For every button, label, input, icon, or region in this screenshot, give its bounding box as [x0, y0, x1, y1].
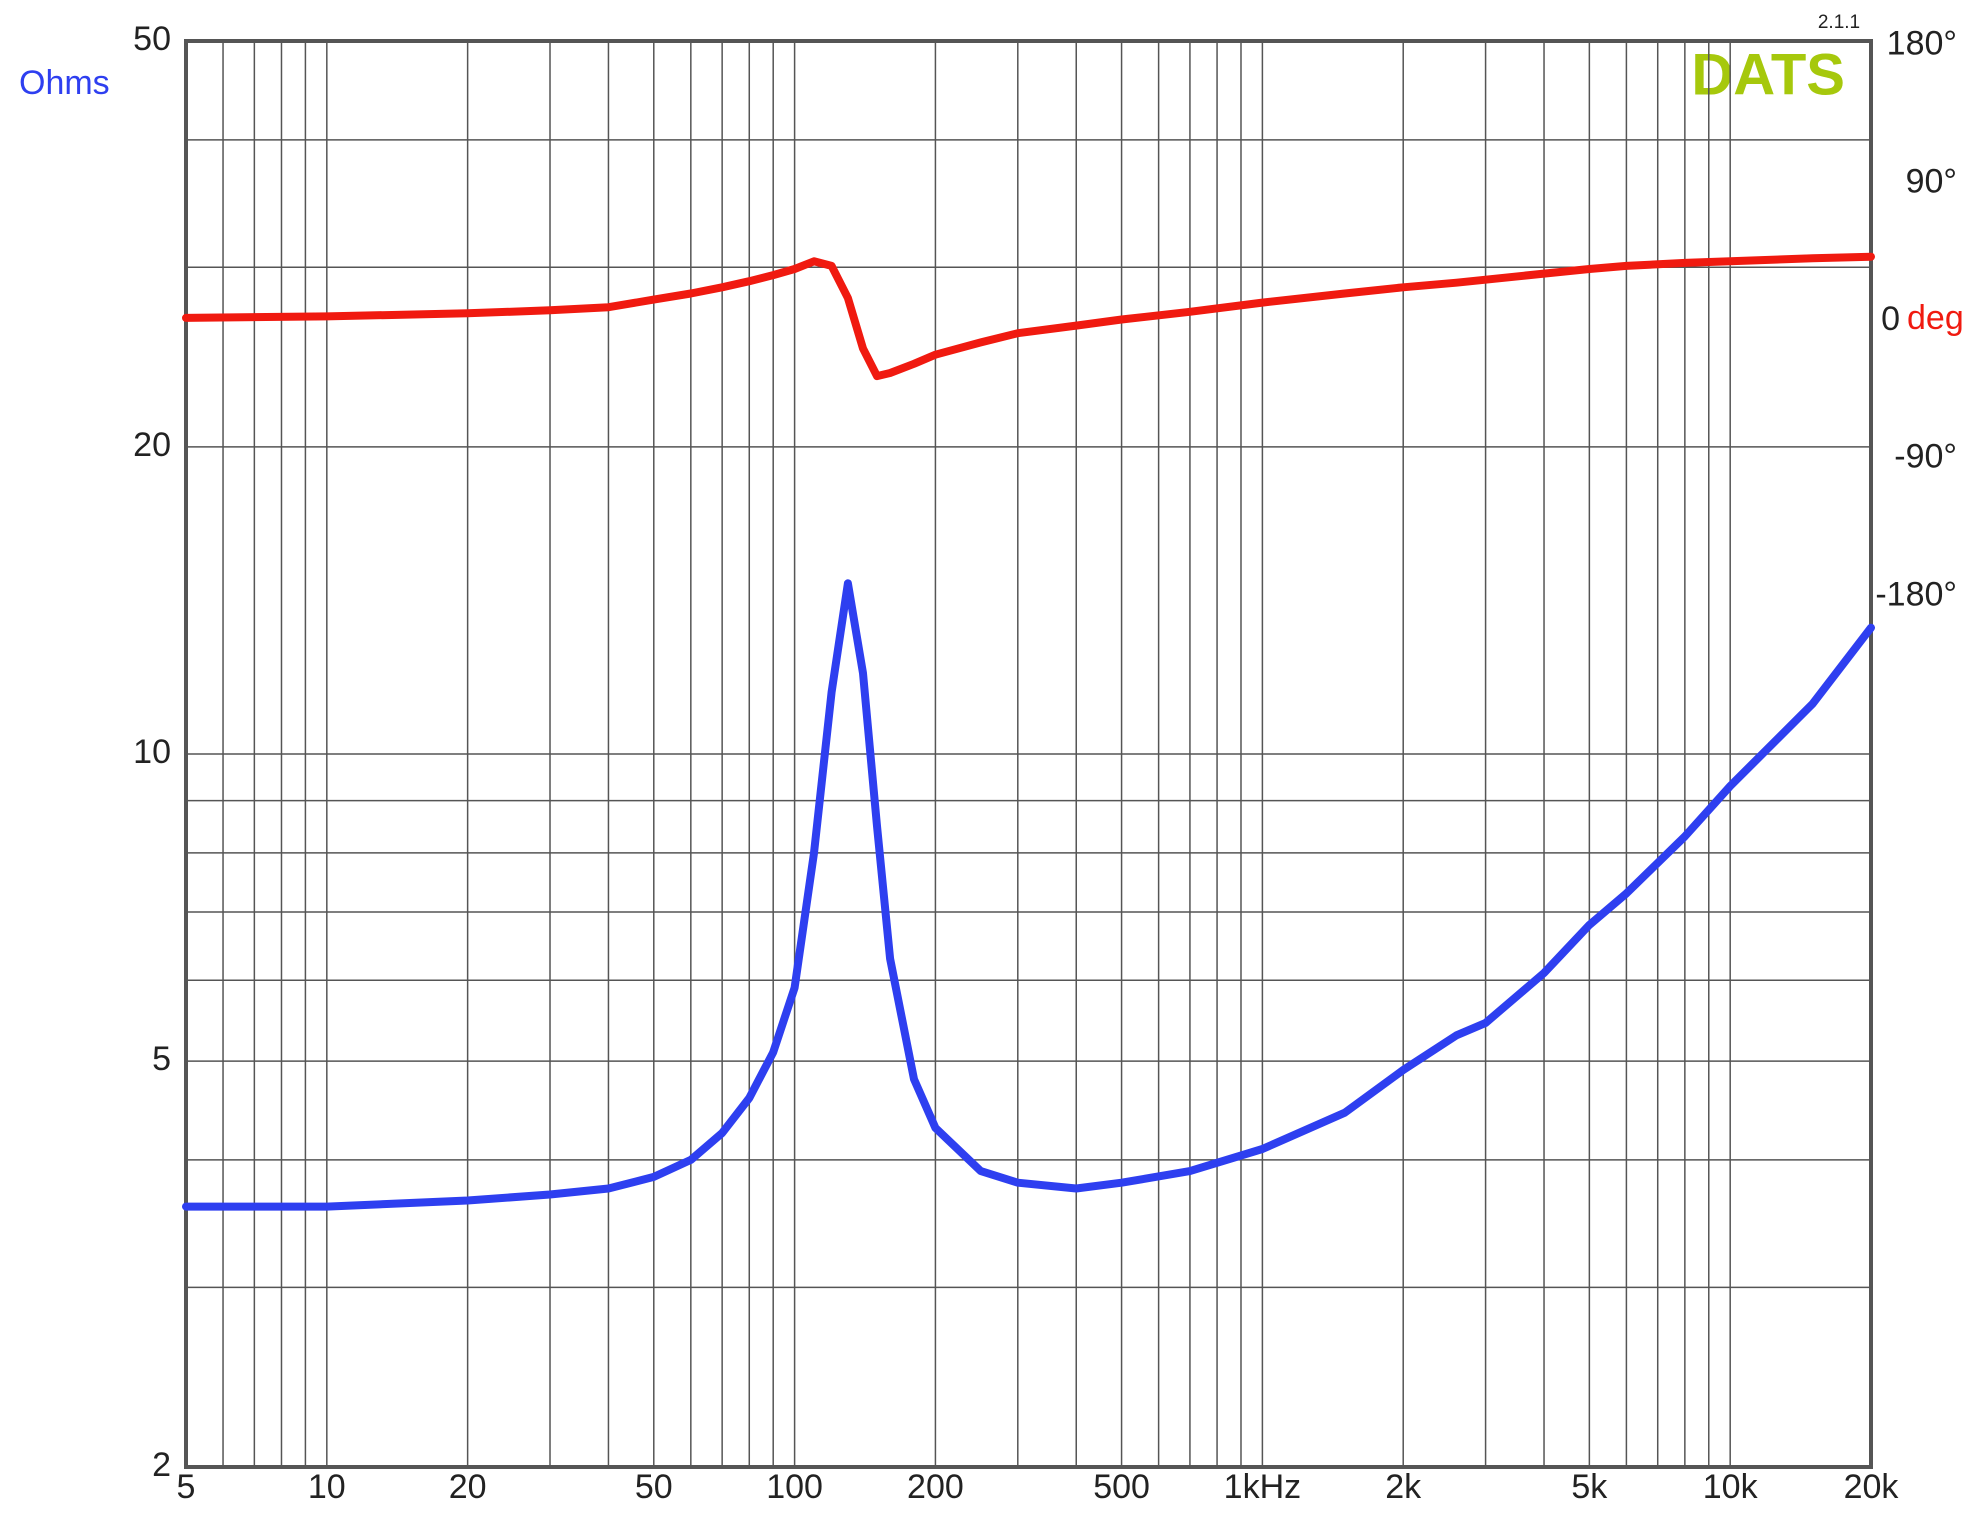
x-tick-label: 50 [635, 1468, 673, 1506]
data-line [182, 252, 1875, 381]
x-tick-label: 500 [1093, 1468, 1150, 1506]
y2-tick-label: 180° [1887, 25, 1957, 63]
version: 2.1.1 [1818, 12, 1860, 33]
y-tick-label: 10 [133, 733, 171, 771]
x-tick-label: 20k [1844, 1468, 1900, 1506]
y2-tick-label: -90° [1894, 438, 1957, 476]
data-line [182, 579, 1875, 1211]
y2-axis-label: deg [1907, 299, 1964, 337]
plot-frame [184, 39, 1873, 1469]
y-tick-label: 20 [133, 426, 171, 464]
x-tick-label: 20 [449, 1468, 487, 1506]
y-axis-label: Ohms [19, 64, 110, 102]
x-tick-label: 10k [1703, 1468, 1759, 1506]
y2-tick-label: -180° [1875, 575, 1957, 613]
x-tick-label: 1kHz [1224, 1468, 1301, 1506]
x-tick-label: 5 [177, 1468, 196, 1506]
x-tick-label: 100 [766, 1468, 823, 1506]
y-tick-label: 50 [133, 20, 171, 58]
x-tick-label: 200 [907, 1468, 964, 1506]
x-tick-label: 2k [1385, 1468, 1422, 1506]
y2-tick-label: 90° [1906, 162, 1957, 200]
x-tick-label: 5k [1571, 1468, 1608, 1506]
logo: DATS [1691, 42, 1845, 107]
y-tick-label: 2 [152, 1446, 171, 1484]
y2-tick-label: 0 [1881, 300, 1900, 338]
x-tick-label: 10 [308, 1468, 346, 1506]
y-tick-label: 5 [152, 1040, 171, 1078]
